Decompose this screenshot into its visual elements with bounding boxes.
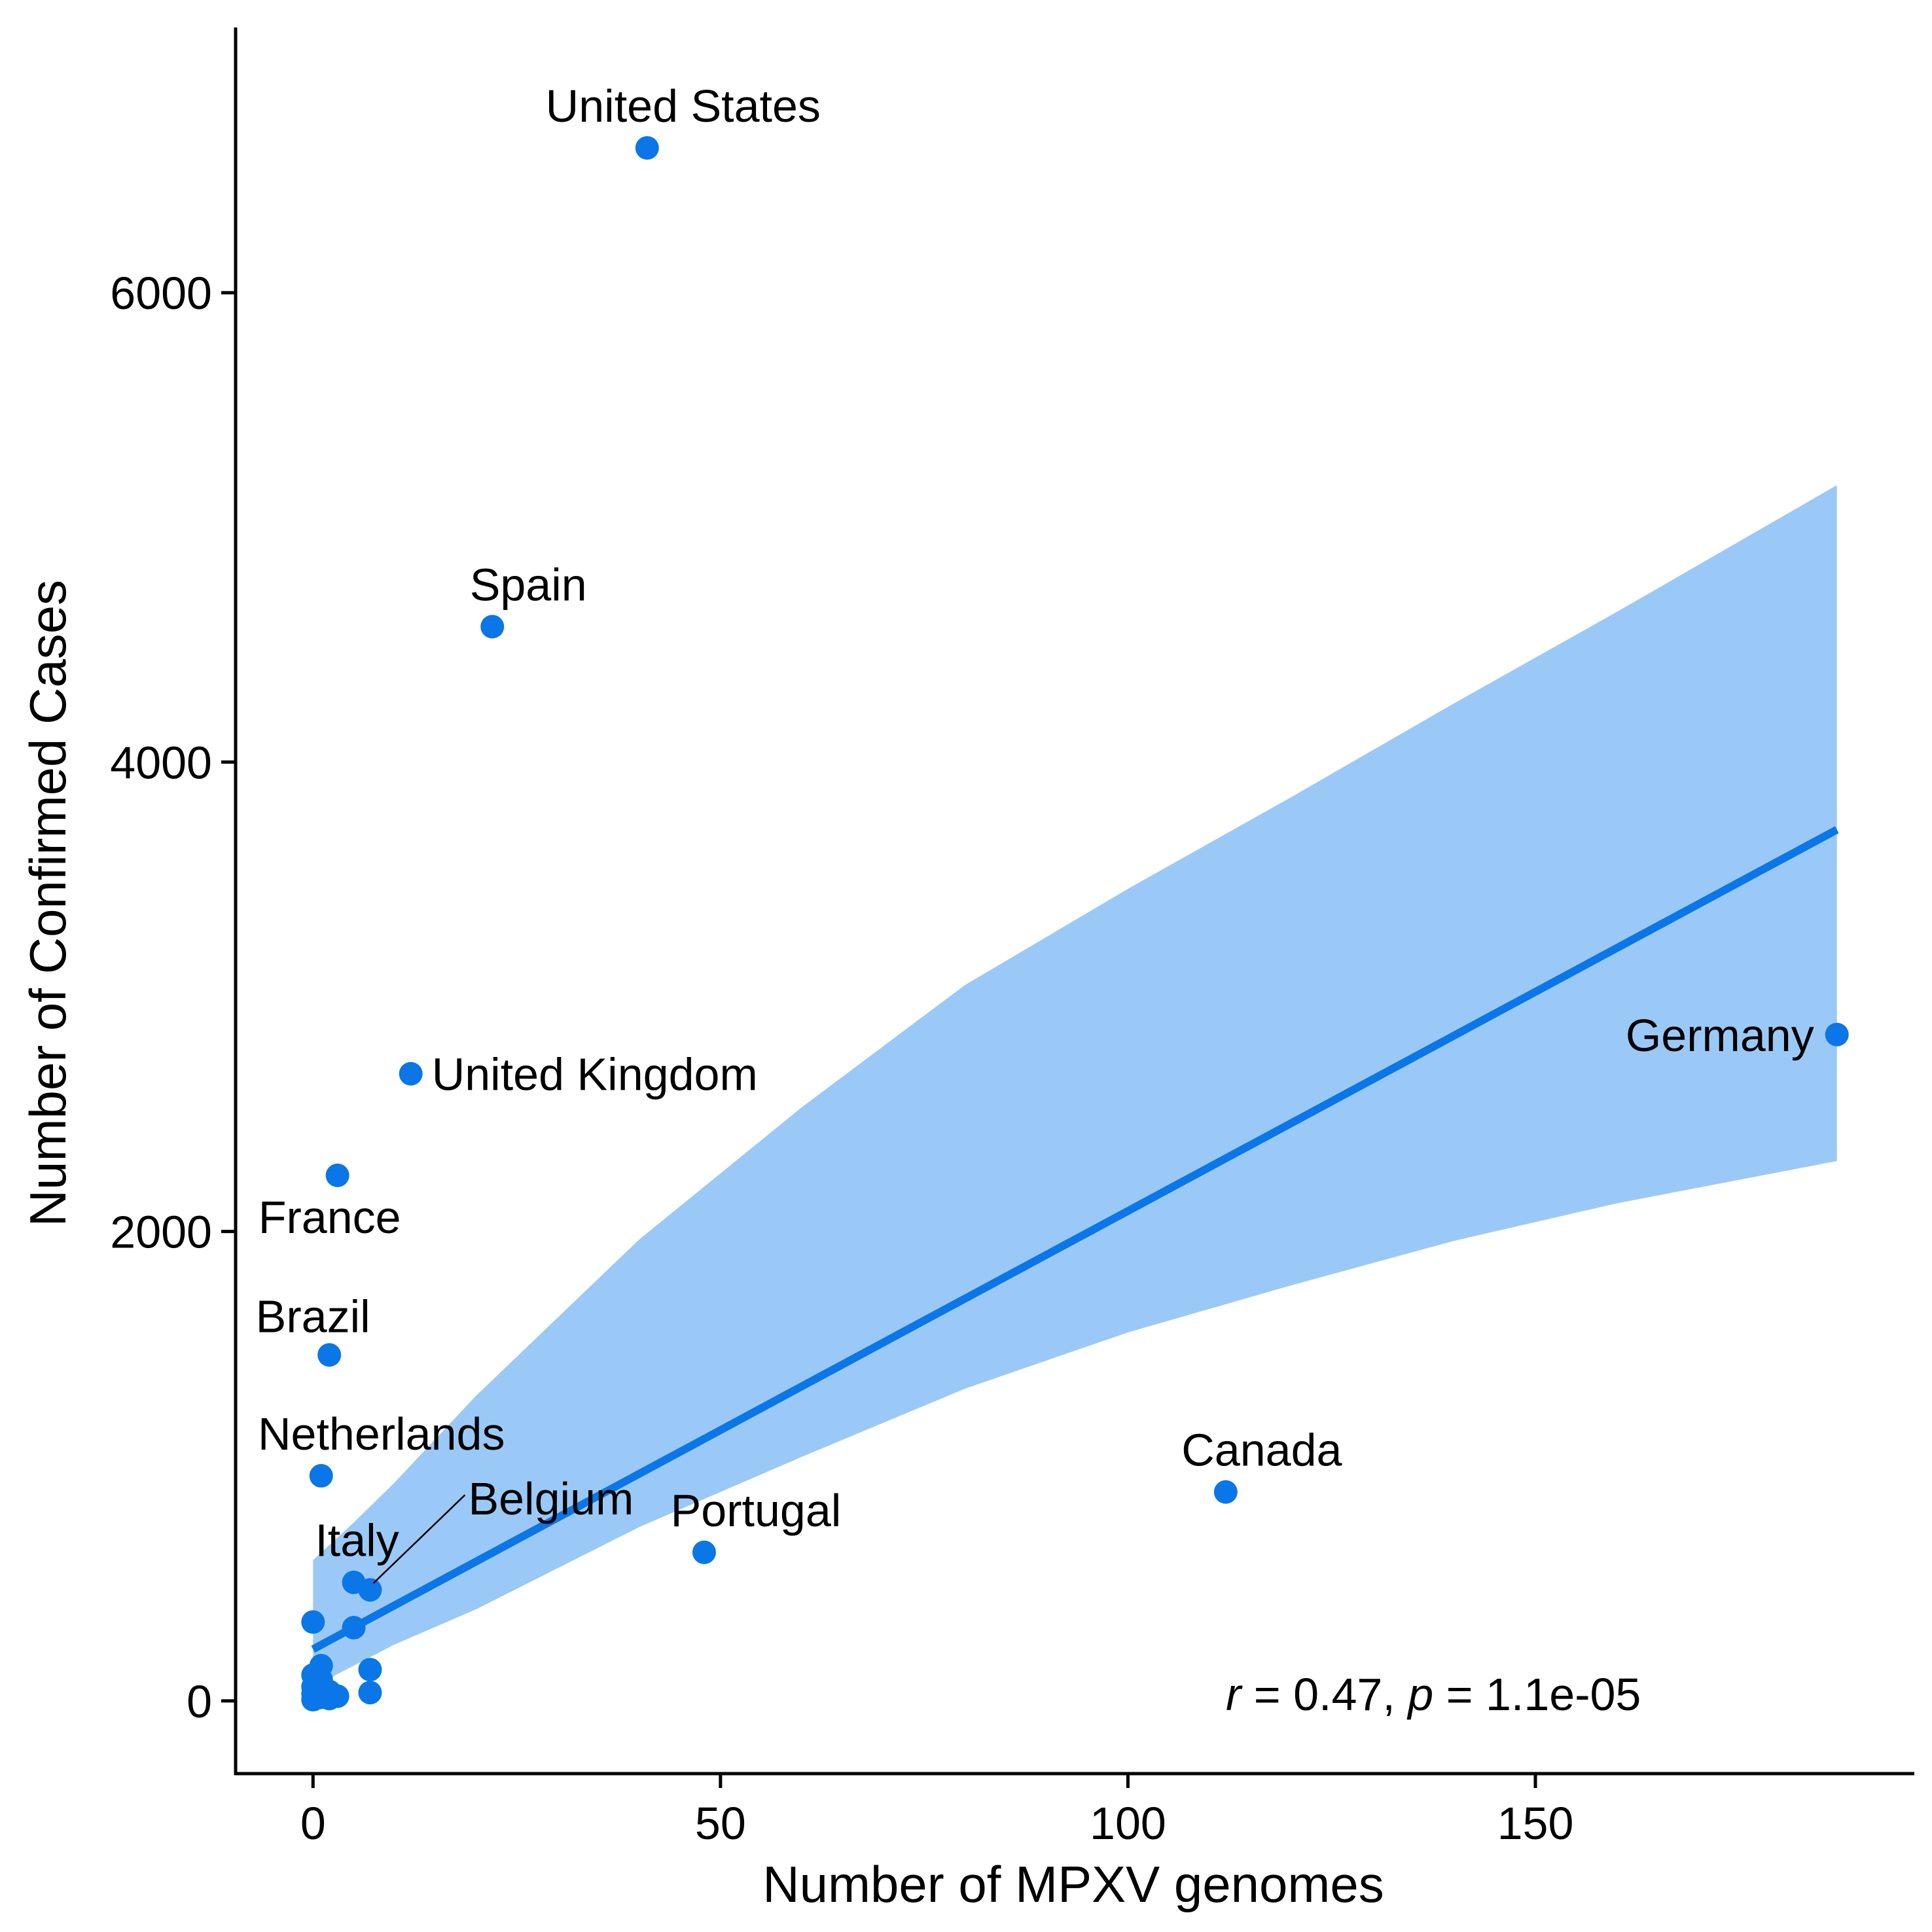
data-point-italy xyxy=(342,1570,366,1594)
data-point-united-states xyxy=(635,135,659,160)
y-axis-title: Number of Confirmed Cases xyxy=(19,580,77,1226)
p-symbol: p xyxy=(1406,1669,1433,1720)
point-label-canada: Canada xyxy=(1181,1425,1342,1476)
correlation-annotation: r = 0.47, p = 1.1e-05 xyxy=(1226,1669,1641,1720)
axes-layer: 0 50 100 150 0 2000 4000 6000 xyxy=(110,27,1914,1849)
point-label-netherlands: Netherlands xyxy=(258,1408,505,1459)
y-tick-label-0: 0 xyxy=(187,1676,212,1727)
point-labels-layer: United States Spain United Kingdom France Ge… xyxy=(256,80,1814,1584)
data-point-canada xyxy=(1213,1480,1238,1504)
confidence-band-layer xyxy=(313,485,1837,1687)
x-tick-label-50: 50 xyxy=(695,1798,746,1849)
point-label-belgium: Belgium xyxy=(468,1473,634,1524)
point-label-united-states: United States xyxy=(546,80,821,132)
data-point-france xyxy=(325,1163,349,1187)
point-label-brazil: Brazil xyxy=(256,1291,370,1342)
r-value: = 0.47, xyxy=(1241,1669,1408,1720)
data-point-germany xyxy=(1825,1022,1849,1046)
data-point-point-13 xyxy=(358,1658,382,1682)
r-symbol: r xyxy=(1226,1669,1243,1720)
p-value: = 1.1e-05 xyxy=(1433,1669,1641,1720)
confidence-band xyxy=(313,485,1837,1687)
data-point-point-11 xyxy=(301,1610,325,1634)
x-axis-title: Number of MPXV genomes xyxy=(762,1855,1384,1913)
data-point-brazil xyxy=(317,1343,342,1367)
points-layer xyxy=(301,135,1849,1712)
point-label-italy: Italy xyxy=(315,1515,399,1566)
leader-line-belgium xyxy=(372,1494,466,1584)
data-point-point-12 xyxy=(342,1615,366,1639)
y-tick-label-6000: 6000 xyxy=(110,268,212,319)
point-label-portugal: Portugal xyxy=(671,1485,842,1536)
regression-line-layer xyxy=(311,826,1839,1653)
point-label-united-kingdom: United Kingdom xyxy=(432,1049,758,1100)
point-label-germany: Germany xyxy=(1626,1010,1814,1061)
x-tick-label-150: 150 xyxy=(1497,1798,1574,1849)
point-label-france: France xyxy=(259,1192,401,1243)
data-point-point-24 xyxy=(358,1681,382,1705)
y-tick-label-4000: 4000 xyxy=(110,737,212,788)
point-label-spain: Spain xyxy=(470,560,587,611)
data-point-netherlands xyxy=(309,1463,333,1488)
regression-line xyxy=(311,826,1839,1653)
data-point-portugal xyxy=(692,1540,716,1564)
data-point-spain xyxy=(480,615,505,639)
y-tick-label-2000: 2000 xyxy=(110,1207,212,1258)
data-point-united-kingdom xyxy=(399,1062,423,1086)
data-point-point-23 xyxy=(325,1684,349,1708)
x-tick-label-0: 0 xyxy=(300,1798,326,1849)
x-tick-label-100: 100 xyxy=(1090,1798,1166,1849)
